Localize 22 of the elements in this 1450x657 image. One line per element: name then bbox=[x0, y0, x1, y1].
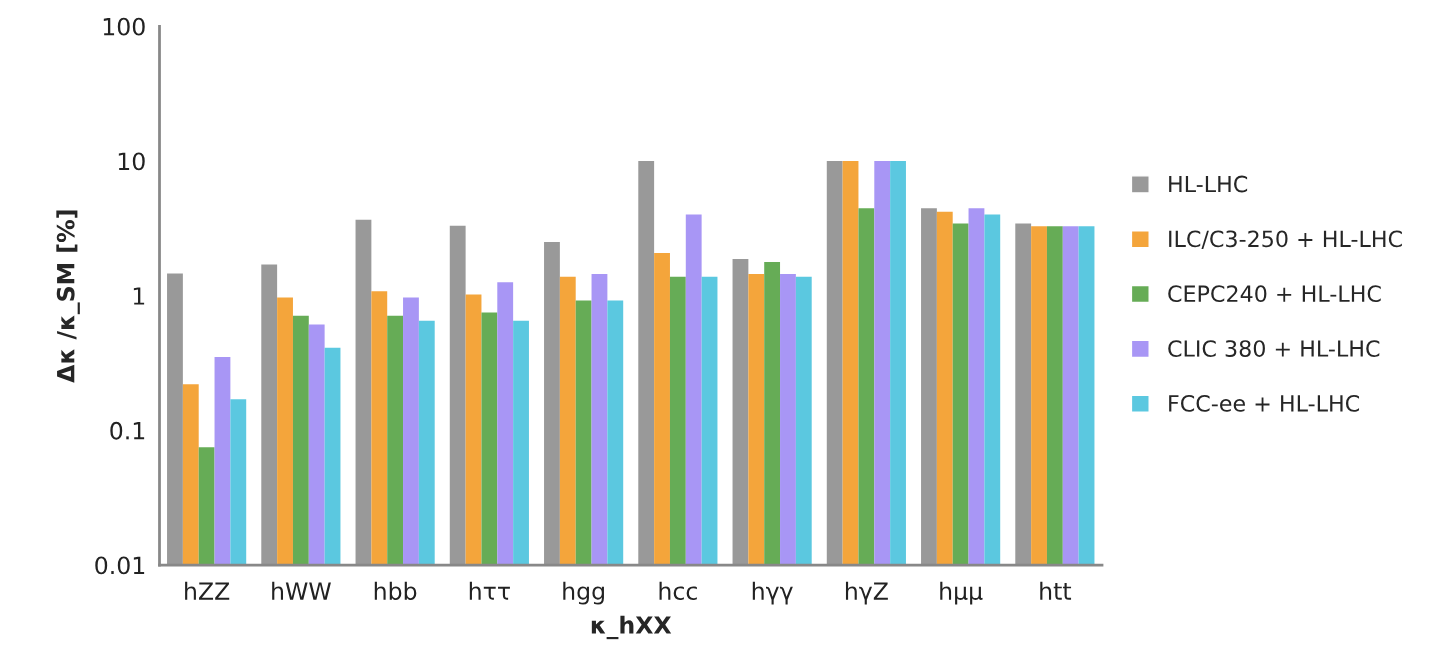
x-tick-label: hγZ bbox=[845, 581, 888, 605]
legend-label: CLIC 380 + HL-LHC bbox=[1168, 340, 1380, 357]
y-tick-label: 0.01 bbox=[95, 556, 145, 575]
y-tick-label: 100 bbox=[103, 17, 145, 36]
x-tick-label: hZZ bbox=[185, 581, 230, 600]
x-tick-label: hcc bbox=[659, 581, 697, 600]
legend-label: ILC/C3-250 + HL-LHC bbox=[1169, 230, 1402, 249]
legend-label: HL-LHC bbox=[1169, 175, 1248, 193]
y-tick-label: 10 bbox=[118, 152, 145, 171]
x-tick-label: htt bbox=[1040, 581, 1072, 600]
x-tick-label: hgg bbox=[563, 581, 604, 605]
y-tick-label: 0.1 bbox=[110, 421, 145, 440]
y-axis-title: Δκ /κ_SM [%] bbox=[56, 210, 80, 383]
y-tick-label: 1 bbox=[133, 287, 145, 305]
x-tick-label: hbb bbox=[374, 581, 417, 600]
legend-label: CEPC240 + HL-LHC bbox=[1168, 285, 1381, 303]
legend-label: FCC-ee + HL-LHC bbox=[1169, 394, 1360, 412]
x-tick-label: hWW bbox=[272, 581, 331, 600]
x-tick-label: hμμ bbox=[940, 581, 983, 605]
x-axis-title: κ_hXX bbox=[591, 615, 672, 640]
x-tick-label: hττ bbox=[469, 581, 510, 600]
x-tick-label: hγγ bbox=[752, 581, 793, 605]
